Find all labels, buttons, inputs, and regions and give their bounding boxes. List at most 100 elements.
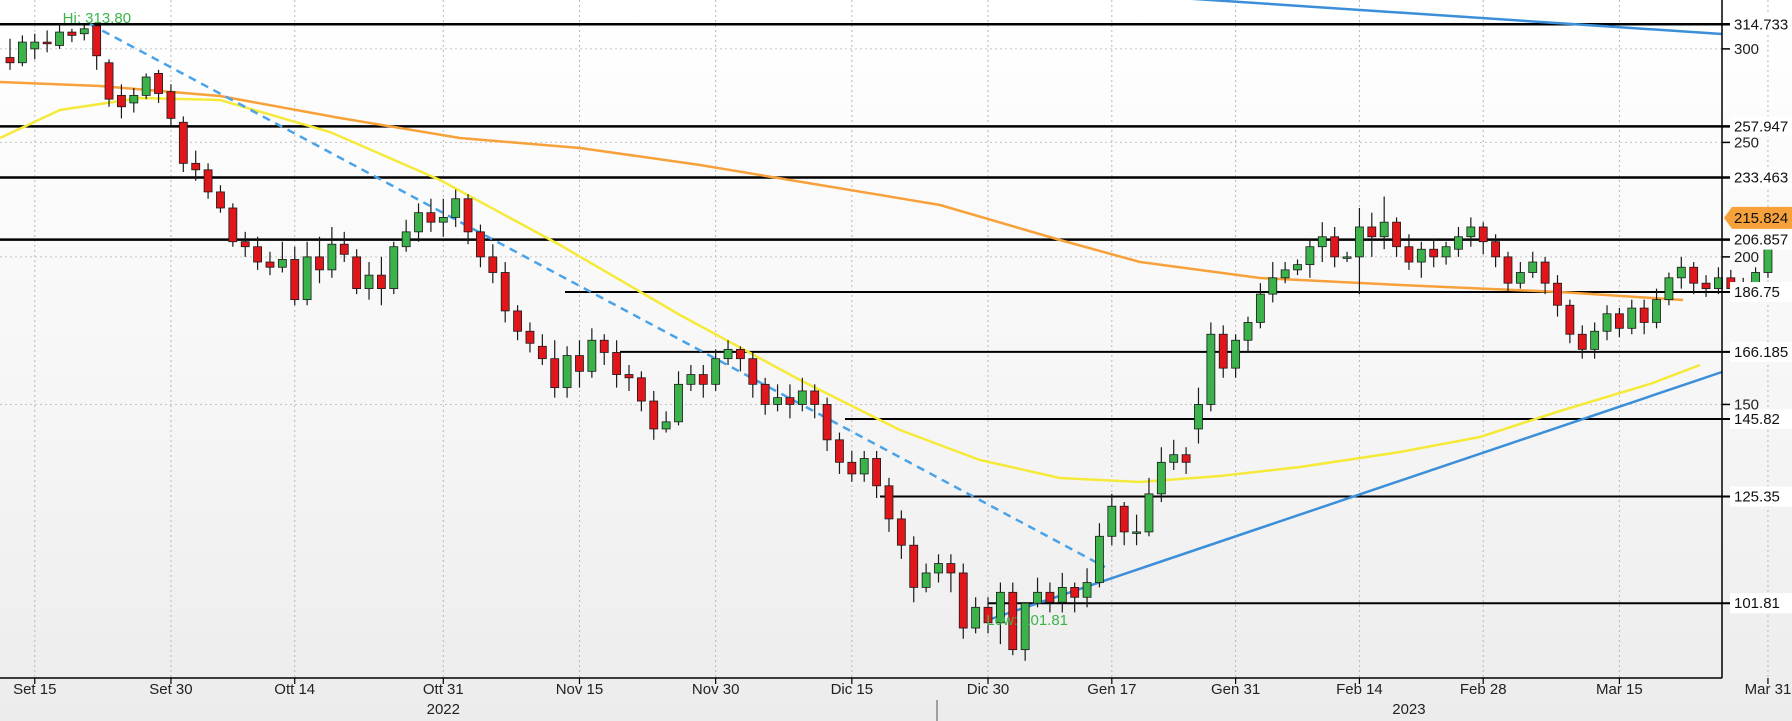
candle-down	[847, 461, 857, 475]
candle-up	[1441, 246, 1451, 258]
candle-up	[1466, 226, 1476, 238]
candle-down	[42, 41, 52, 45]
ma200-line	[0, 80, 1684, 302]
candle-up	[1454, 236, 1463, 250]
candle-down	[191, 162, 201, 171]
level-label-bg	[1730, 116, 1792, 137]
x-tick-label: Nov 30	[692, 681, 740, 698]
candle-down	[315, 256, 324, 271]
candle-up	[1033, 591, 1042, 604]
candle-down	[946, 563, 956, 574]
candle-down	[884, 485, 894, 520]
candle-down	[525, 330, 535, 344]
x-tick-label: Nov 15	[556, 681, 604, 698]
candle-down	[253, 246, 263, 263]
candle-up	[1714, 277, 1723, 290]
candle-up	[30, 41, 40, 50]
candle-down	[1404, 246, 1414, 263]
x-tick-label: Dic 15	[831, 681, 874, 698]
candle-down	[154, 73, 163, 94]
candle-down	[983, 606, 993, 624]
candle-up	[1156, 461, 1166, 495]
y-tick-label: 150	[1734, 396, 1759, 413]
grid-layer	[0, 0, 1769, 678]
candle-up	[1169, 454, 1179, 463]
candles-layer	[5, 23, 1773, 661]
year-label: 2022	[427, 701, 460, 718]
candle-up	[327, 243, 337, 271]
level-label-bg	[1730, 229, 1792, 250]
candle-down	[1392, 221, 1401, 248]
candle-down	[376, 274, 386, 290]
candle-down	[1577, 333, 1587, 350]
candle-up	[1317, 236, 1327, 248]
candle-up	[859, 458, 869, 475]
candle-down	[67, 31, 77, 36]
level-label: 233.463	[1734, 170, 1788, 187]
ma200-badge	[1724, 206, 1792, 229]
candle-down	[1045, 591, 1055, 603]
candle-up	[1268, 277, 1278, 295]
candle-up	[1280, 269, 1290, 279]
y-tick-label: 200	[1734, 249, 1759, 266]
candle-up	[934, 563, 943, 574]
level-label: 125.35	[1734, 489, 1780, 506]
candle-down	[1701, 282, 1711, 290]
candle-up	[1664, 277, 1674, 301]
candle-down	[426, 212, 436, 223]
levels-layer	[0, 23, 1792, 605]
candle-down	[178, 121, 188, 164]
high-annotation: Hi: 313.80	[63, 10, 131, 27]
candle-up	[686, 374, 696, 385]
trendline-upper	[1191, 0, 1723, 36]
candle-up	[1342, 256, 1352, 259]
candle-up	[141, 76, 151, 96]
candle-up	[55, 31, 64, 46]
candle-up	[1293, 264, 1302, 271]
candle-up	[1590, 330, 1600, 350]
candle-up	[1194, 404, 1203, 430]
candle-down	[624, 374, 634, 379]
candle-up	[1231, 339, 1241, 369]
level-label-bg	[1730, 341, 1792, 362]
candle-down	[1565, 304, 1575, 335]
candle-down	[290, 259, 300, 301]
candle-down	[958, 572, 968, 629]
candle-up	[996, 591, 1005, 624]
level-label: 145.82	[1734, 411, 1780, 428]
candle-up	[1515, 272, 1525, 284]
candle-up	[1132, 531, 1141, 534]
candle-down	[810, 390, 820, 405]
candle-up	[79, 28, 89, 35]
level-label: 101.81	[1734, 595, 1780, 612]
candle-up	[401, 231, 411, 248]
candle-down	[736, 348, 745, 360]
trendline-support	[987, 370, 1723, 622]
x-tick-label: Set 30	[149, 681, 192, 698]
candle-down	[1639, 307, 1649, 323]
candle-down	[1540, 261, 1550, 284]
candle-down	[612, 352, 622, 375]
candle-up	[364, 274, 374, 290]
candle-up	[562, 355, 572, 389]
candle-down	[5, 57, 15, 64]
candle-up	[129, 94, 139, 104]
x-tick-label: Set 15	[13, 681, 56, 698]
candle-down	[636, 377, 646, 402]
candle-down	[1553, 282, 1562, 306]
candle-up	[1416, 248, 1426, 263]
candle-up	[17, 41, 27, 64]
candle-down	[339, 243, 349, 255]
candle-down	[1008, 591, 1018, 651]
x-tick-label: Feb 14	[1336, 681, 1383, 698]
candle-down	[216, 191, 225, 209]
level-label-bg	[1730, 282, 1792, 303]
candle-down	[575, 355, 584, 372]
candle-down	[1689, 266, 1699, 284]
candle-up	[921, 572, 931, 588]
candle-up	[1627, 307, 1637, 329]
level-label-bg	[1730, 167, 1792, 188]
candle-up	[302, 256, 312, 301]
